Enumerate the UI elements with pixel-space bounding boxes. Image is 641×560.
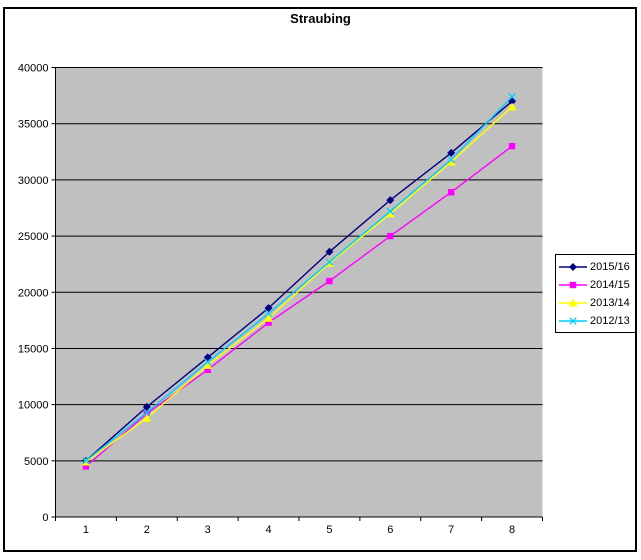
square-marker bbox=[447, 189, 455, 196]
diamond-marker bbox=[386, 196, 395, 205]
legend-label: 2014/15 bbox=[590, 278, 630, 291]
square-marker bbox=[326, 277, 333, 285]
x-axis-label: 1 bbox=[83, 524, 89, 536]
legend-label: 2015/16 bbox=[590, 260, 630, 273]
x-axis-label: 8 bbox=[509, 524, 515, 536]
x-axis-label: 4 bbox=[266, 524, 272, 536]
legend-swatch bbox=[559, 262, 587, 271]
x-marker bbox=[143, 408, 151, 417]
x-marker bbox=[508, 93, 516, 101]
y-axis-label: 20000 bbox=[18, 287, 49, 299]
square-marker bbox=[569, 281, 577, 288]
x-marker bbox=[264, 309, 273, 318]
legend-item: 2013/14 bbox=[559, 294, 635, 312]
triangle-marker bbox=[385, 209, 395, 218]
legend-swatch bbox=[559, 316, 587, 325]
x-marker bbox=[82, 457, 90, 465]
x-axis-label: 6 bbox=[387, 524, 393, 536]
x-axis-label: 3 bbox=[205, 524, 211, 536]
square-marker bbox=[265, 319, 272, 326]
triangle-marker bbox=[203, 361, 213, 369]
y-axis-label: 0 bbox=[42, 512, 48, 524]
series-line bbox=[85, 145, 513, 467]
diamond-marker bbox=[264, 303, 273, 312]
square-marker bbox=[143, 410, 151, 417]
triangle-marker bbox=[142, 413, 152, 422]
square-marker bbox=[387, 232, 394, 240]
diamond-marker bbox=[142, 402, 151, 411]
x-axis-label: 2 bbox=[144, 524, 150, 536]
series-line bbox=[85, 100, 513, 462]
diamond-marker bbox=[569, 262, 577, 271]
y-axis-label: 10000 bbox=[18, 400, 49, 412]
triangle-marker bbox=[507, 102, 517, 111]
square-marker bbox=[204, 366, 211, 373]
diamond-marker bbox=[447, 148, 456, 157]
y-axis-label: 35000 bbox=[18, 119, 49, 131]
series-line bbox=[85, 106, 513, 463]
y-axis-label: 15000 bbox=[18, 343, 49, 355]
x-marker bbox=[204, 358, 212, 366]
diamond-marker bbox=[325, 247, 334, 256]
x-marker bbox=[569, 316, 577, 325]
chart-legend: 2015/16 2014/15 2013/14 2012/13 bbox=[555, 254, 636, 333]
legend-label: 2013/14 bbox=[590, 296, 630, 309]
triangle-marker bbox=[446, 157, 456, 166]
triangle-marker bbox=[568, 298, 578, 307]
legend-swatch bbox=[559, 281, 587, 288]
legend-item: 2012/13 bbox=[559, 312, 635, 330]
square-marker bbox=[82, 463, 90, 470]
square-marker bbox=[508, 142, 516, 150]
x-marker bbox=[325, 258, 334, 266]
x-marker bbox=[447, 155, 455, 164]
legend-item: 2014/15 bbox=[559, 276, 635, 294]
x-axis-label: 7 bbox=[448, 524, 454, 536]
y-axis-label: 40000 bbox=[18, 63, 49, 75]
series-2012-13 bbox=[82, 93, 516, 465]
chart-title: Straubing bbox=[290, 11, 351, 26]
legend-item: 2015/16 bbox=[559, 258, 635, 276]
legend-label: 2012/13 bbox=[590, 314, 630, 327]
x-axis-label: 5 bbox=[326, 524, 332, 536]
triangle-marker bbox=[264, 313, 274, 322]
series-line bbox=[85, 96, 513, 462]
legend-swatch bbox=[559, 298, 587, 307]
x-marker bbox=[386, 207, 394, 215]
y-axis-label: 25000 bbox=[18, 231, 49, 243]
y-axis-label: 30000 bbox=[18, 175, 49, 187]
series-2014-15 bbox=[82, 142, 516, 470]
y-axis-label: 5000 bbox=[24, 456, 48, 468]
